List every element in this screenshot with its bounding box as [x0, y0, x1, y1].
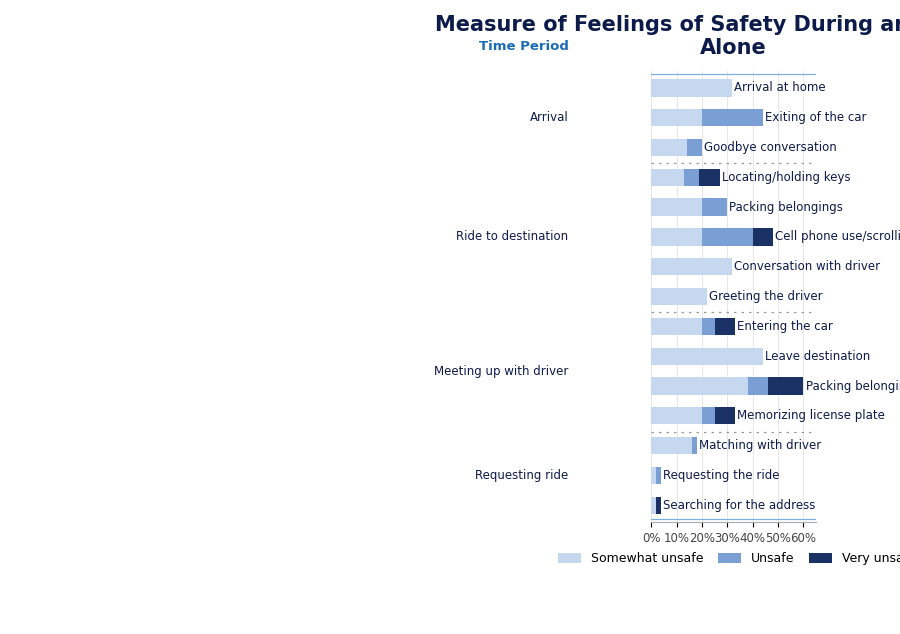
Bar: [702, 109, 763, 126]
Bar: [687, 139, 702, 156]
Bar: [651, 467, 656, 484]
Text: Packing belongings: Packing belongings: [806, 380, 900, 392]
Bar: [651, 377, 748, 395]
Bar: [752, 228, 773, 245]
Bar: [702, 318, 715, 335]
Bar: [656, 467, 662, 484]
Text: Matching with driver: Matching with driver: [699, 439, 821, 452]
Bar: [651, 139, 687, 156]
Text: Searching for the address: Searching for the address: [663, 499, 815, 512]
Text: Meeting up with driver: Meeting up with driver: [434, 365, 569, 378]
Text: Exiting of the car: Exiting of the car: [765, 111, 867, 124]
Text: Requesting the ride: Requesting the ride: [663, 469, 779, 482]
Bar: [651, 198, 702, 216]
Bar: [656, 496, 662, 514]
Text: Ride to destination: Ride to destination: [456, 230, 569, 243]
Bar: [651, 228, 702, 245]
Bar: [715, 318, 735, 335]
Bar: [715, 407, 735, 425]
Bar: [702, 198, 727, 216]
Bar: [651, 258, 733, 275]
Text: Conversation with driver: Conversation with driver: [734, 261, 880, 273]
Bar: [651, 437, 692, 455]
Bar: [651, 318, 702, 335]
Bar: [692, 437, 697, 455]
Bar: [768, 377, 804, 395]
Bar: [651, 496, 656, 514]
Bar: [699, 169, 720, 186]
Text: Time Period: Time Period: [479, 40, 569, 53]
Text: Arrival at home: Arrival at home: [734, 81, 826, 94]
Bar: [702, 228, 752, 245]
Bar: [651, 407, 702, 425]
Bar: [651, 347, 763, 365]
Text: Cell phone use/scrolling: Cell phone use/scrolling: [775, 230, 900, 243]
Text: Locating/holding keys: Locating/holding keys: [722, 171, 850, 184]
Text: Memorizing license plate: Memorizing license plate: [737, 410, 885, 422]
Bar: [651, 79, 733, 96]
Legend: Somewhat unsafe, Unsafe, Very unsafe: Somewhat unsafe, Unsafe, Very unsafe: [554, 547, 900, 570]
Bar: [651, 109, 702, 126]
Text: Entering the car: Entering the car: [737, 320, 832, 333]
Text: Leave destination: Leave destination: [765, 350, 870, 363]
Text: Requesting ride: Requesting ride: [475, 469, 569, 482]
Title: Measure of Feelings of Safety During an Uber Ride
Alone: Measure of Feelings of Safety During an …: [435, 15, 900, 58]
Bar: [651, 169, 684, 186]
Text: Goodbye conversation: Goodbye conversation: [704, 141, 837, 154]
Text: Greeting the driver: Greeting the driver: [709, 290, 823, 303]
Bar: [702, 407, 715, 425]
Bar: [651, 288, 707, 305]
Bar: [748, 377, 768, 395]
Text: Packing belongings: Packing belongings: [729, 200, 843, 214]
Text: Arrival: Arrival: [530, 111, 569, 124]
Bar: [684, 169, 699, 186]
